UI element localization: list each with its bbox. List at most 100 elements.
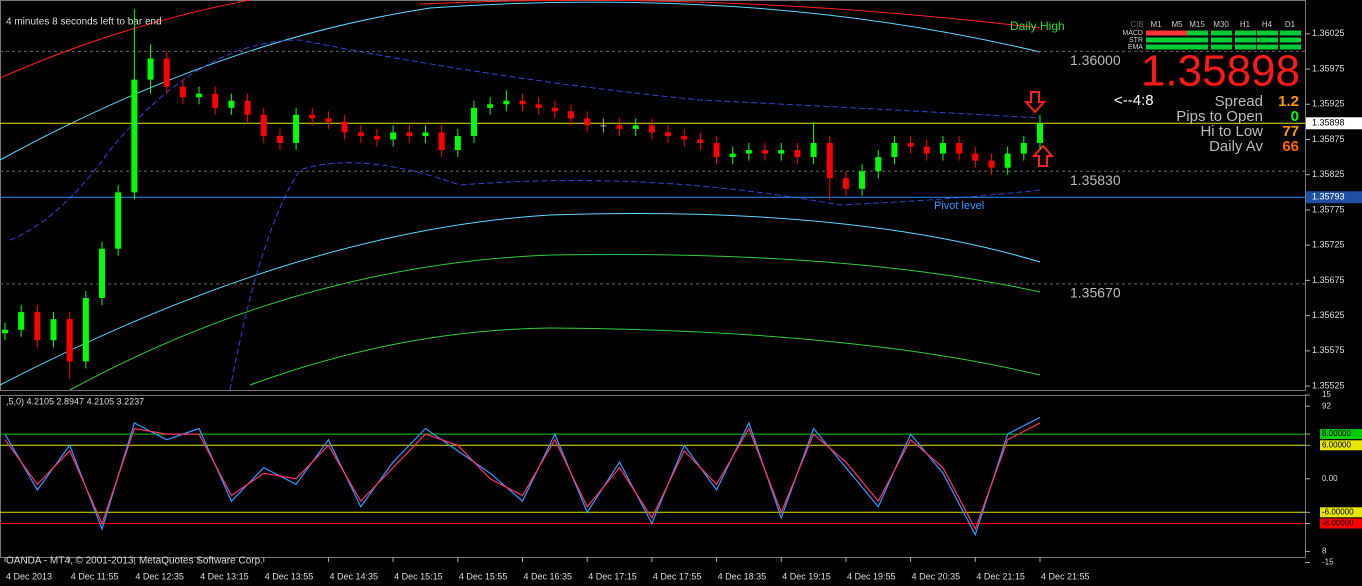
y-tick-label: 1.35975 bbox=[1312, 63, 1345, 73]
level-box bbox=[1320, 429, 1362, 440]
y-tick-label: 1.35825 bbox=[1312, 169, 1345, 179]
candle-body bbox=[406, 132, 413, 136]
y-tick-label: 0.00 bbox=[1322, 474, 1338, 483]
signal-row-label: EMA bbox=[1128, 44, 1144, 51]
signal-cell bbox=[1211, 37, 1232, 43]
stat-value: 66 bbox=[1282, 138, 1299, 155]
level-box bbox=[1320, 518, 1362, 529]
level-label: 1.35670 bbox=[1070, 285, 1121, 301]
candle-body bbox=[260, 114, 267, 136]
x-tick-label: 4 Dec 13:55 bbox=[265, 571, 314, 581]
level-label: 1.35830 bbox=[1070, 172, 1121, 188]
signal-cell bbox=[1146, 30, 1167, 36]
y-tick-label: 1.35875 bbox=[1312, 134, 1345, 144]
candle-body bbox=[616, 125, 623, 129]
x-tick-label: 4 Dec 19:55 bbox=[847, 571, 896, 581]
indicator-line bbox=[4, 416, 1041, 537]
candle-body bbox=[179, 86, 186, 98]
candle-body bbox=[487, 104, 494, 108]
x-tick-label: 4 Dec 18:35 bbox=[718, 571, 767, 581]
candle-body bbox=[939, 143, 946, 154]
candle-body bbox=[115, 192, 122, 249]
y-tick-label: 15 bbox=[1322, 390, 1331, 399]
stat-label: Spread bbox=[1215, 93, 1263, 110]
y-tick-label: 1.35725 bbox=[1312, 240, 1345, 250]
level-box bbox=[1320, 440, 1362, 451]
y-tick-label: 6.00000 bbox=[1322, 440, 1351, 449]
x-tick-label: 4 Dec 11:55 bbox=[71, 571, 119, 581]
envelope-line bbox=[249, 327, 1041, 386]
indicator-panel-frame bbox=[0, 395, 1306, 558]
x-tick-label: 4 Dec 13:15 bbox=[200, 571, 249, 581]
candle-body bbox=[972, 153, 979, 161]
x-tick-label: 4 Dec 16:35 bbox=[524, 571, 573, 581]
envelope-line bbox=[0, 1, 1041, 161]
signal-row-label: MACD bbox=[1122, 30, 1143, 37]
candle-body bbox=[794, 150, 801, 158]
candle-body bbox=[18, 312, 25, 330]
signal-cell bbox=[1235, 30, 1256, 36]
signal-cell bbox=[1257, 30, 1278, 36]
candle-body bbox=[470, 107, 477, 136]
envelope-line bbox=[0, 213, 1041, 386]
x-tick-label: 4 Dec 15:15 bbox=[394, 571, 443, 581]
x-tick-label: 4 Dec 17:55 bbox=[653, 571, 702, 581]
y-tick-label: 1.35925 bbox=[1312, 99, 1345, 109]
stat-label: Hi to Low bbox=[1200, 123, 1263, 140]
x-tick-label: 4 Dec 14:35 bbox=[329, 571, 378, 581]
candle-body bbox=[762, 150, 769, 154]
candle-body bbox=[228, 100, 235, 108]
signal-cell bbox=[1187, 37, 1208, 43]
indicator-title: ,5,0) 4.2105 2.8947 4.2105 3.2237 bbox=[6, 396, 144, 406]
y-tick-label: 1.35775 bbox=[1312, 204, 1345, 214]
x-tick-label: 4 Dec 21:15 bbox=[976, 571, 1025, 581]
candle-body bbox=[519, 100, 526, 105]
signal-cell bbox=[1257, 37, 1278, 43]
candle-body bbox=[923, 146, 930, 154]
big-price: 1.35898 bbox=[1141, 47, 1300, 96]
timeframe-header: H1 bbox=[1240, 20, 1251, 29]
x-tick-label: 4 Dec 12:35 bbox=[135, 571, 184, 581]
candle-body bbox=[551, 107, 558, 112]
timeframe-header: M1 bbox=[1150, 20, 1162, 29]
signal-row-label: STR bbox=[1129, 37, 1143, 44]
level-label: 1.36000 bbox=[1070, 52, 1121, 68]
candle-body bbox=[713, 143, 720, 158]
timeframe-header: M15 bbox=[1189, 20, 1205, 29]
signal-cell bbox=[1235, 44, 1256, 50]
daily-high-label: Daily High bbox=[1010, 19, 1065, 33]
timeframe-header: M5 bbox=[1171, 20, 1183, 29]
current-price-label: 1.35898 bbox=[1312, 118, 1345, 128]
candle-body bbox=[697, 139, 704, 144]
y-tick-label: -6.00000 bbox=[1322, 507, 1354, 516]
candle-body bbox=[600, 125, 607, 127]
candle-body bbox=[859, 171, 866, 189]
envelope-line bbox=[0, 0, 253, 79]
candle-body bbox=[632, 125, 639, 129]
candle-body bbox=[535, 104, 542, 108]
level-box bbox=[1320, 507, 1362, 518]
candle-body bbox=[665, 132, 672, 136]
candle-body bbox=[842, 178, 849, 189]
candle-body bbox=[568, 111, 575, 119]
y-tick-label: -8.00000 bbox=[1322, 519, 1354, 528]
candle-body bbox=[422, 132, 429, 136]
candle-body bbox=[357, 132, 364, 136]
signal-cell bbox=[1211, 44, 1232, 50]
candle-body bbox=[212, 93, 219, 108]
signal-cell bbox=[1146, 44, 1167, 50]
candle-body bbox=[778, 150, 785, 154]
signal-cell bbox=[1167, 30, 1188, 36]
bar-timer: 4 minutes 8 seconds left to bar end bbox=[6, 17, 162, 28]
down-arrow bbox=[1023, 91, 1047, 114]
candle-body bbox=[729, 153, 736, 158]
signal-cell bbox=[1257, 44, 1278, 50]
signal-cell bbox=[1167, 37, 1188, 43]
timeframe-header: M30 bbox=[1213, 20, 1229, 29]
timeframe-header: D1 bbox=[1285, 20, 1296, 29]
candle-body bbox=[907, 143, 914, 147]
candle-body bbox=[988, 160, 995, 168]
signal-cell bbox=[1211, 30, 1232, 36]
signal-cell bbox=[1187, 44, 1208, 50]
stat-value: 0 bbox=[1291, 108, 1299, 125]
